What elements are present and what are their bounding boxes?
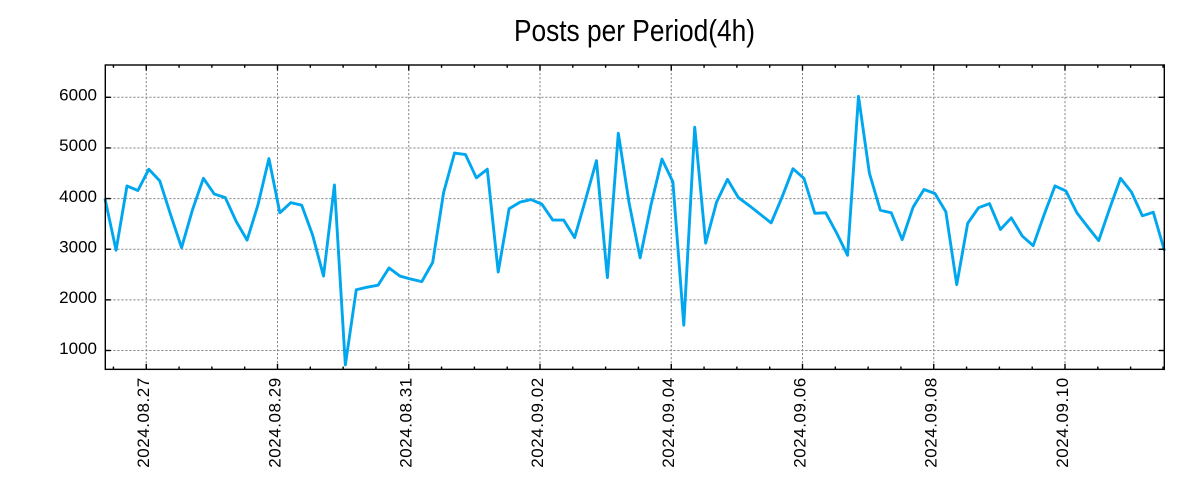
svg-text:Posts per Period(4h): Posts per Period(4h) xyxy=(514,14,755,48)
svg-text:2024.09.02: 2024.09.02 xyxy=(528,377,547,468)
svg-text:4000: 4000 xyxy=(59,187,97,206)
svg-text:3000: 3000 xyxy=(59,238,97,257)
svg-text:2024.08.29: 2024.08.29 xyxy=(265,377,284,468)
svg-text:6000: 6000 xyxy=(59,86,97,105)
svg-text:2000: 2000 xyxy=(59,288,97,307)
svg-text:2024.09.08: 2024.09.08 xyxy=(922,377,941,468)
svg-text:2024.08.31: 2024.08.31 xyxy=(397,377,416,468)
svg-text:2024.09.04: 2024.09.04 xyxy=(659,377,678,468)
svg-text:2024.09.10: 2024.09.10 xyxy=(1053,377,1072,468)
svg-text:2024.08.27: 2024.08.27 xyxy=(134,377,153,468)
svg-text:1000: 1000 xyxy=(59,339,97,358)
svg-text:5000: 5000 xyxy=(59,136,97,155)
svg-text:2024.09.06: 2024.09.06 xyxy=(790,377,809,468)
